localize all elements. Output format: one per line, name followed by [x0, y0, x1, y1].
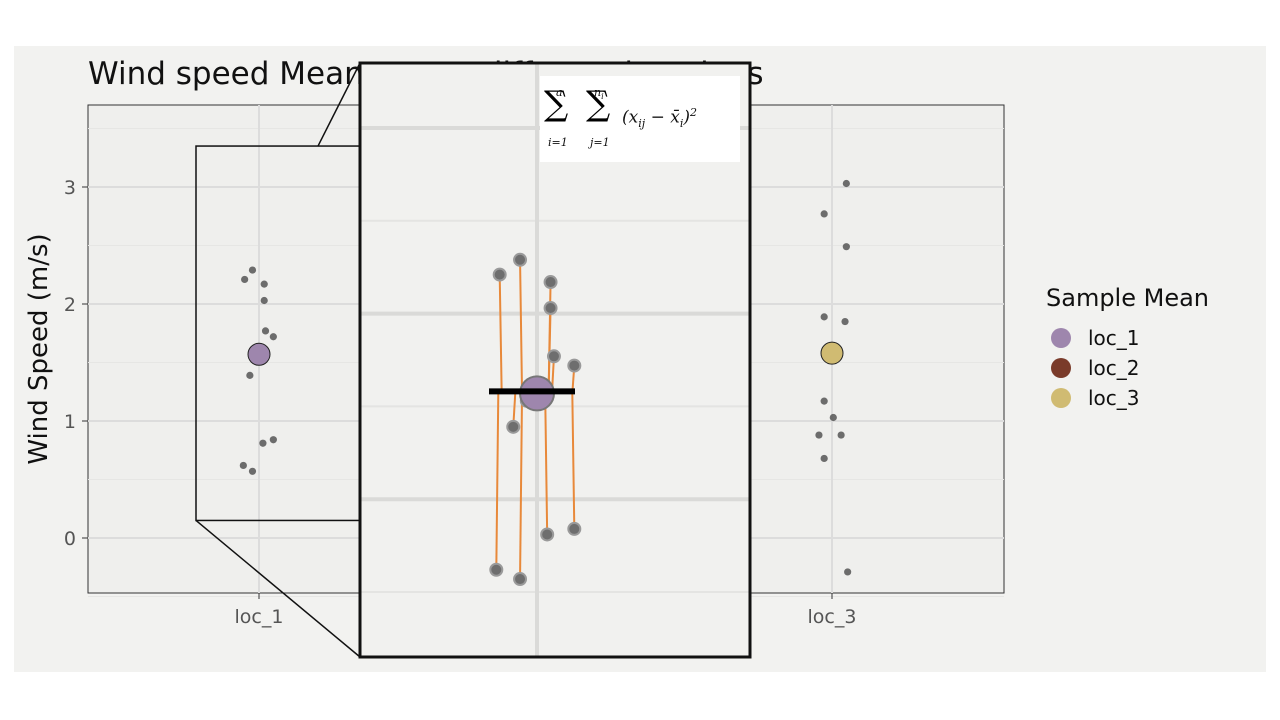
- y-tick-label: 2: [64, 294, 76, 316]
- inset-data-point: [543, 275, 558, 290]
- data-point: [261, 327, 270, 335]
- inset-border: [358, 61, 752, 659]
- data-point: [820, 210, 828, 218]
- deviation-line: [495, 393, 500, 570]
- legend: Sample Mean loc_1 loc_2 loc_3: [1046, 284, 1209, 410]
- legend-title: Sample Mean: [1046, 284, 1209, 312]
- inset-data-point: [506, 419, 521, 434]
- data-point: [260, 280, 268, 288]
- data-point: [246, 371, 254, 379]
- data-point: [239, 461, 247, 470]
- data-point: [248, 266, 257, 274]
- inset-mean: [489, 375, 575, 412]
- mean-point: [247, 342, 271, 366]
- mean-point: [820, 341, 844, 365]
- inset-data-point: [567, 521, 582, 536]
- y-axis-ticks: 0 1 2 3: [64, 177, 88, 550]
- zoom-inset: [358, 61, 752, 659]
- inset-data-point: [567, 358, 582, 373]
- y-tick-label: 1: [64, 411, 76, 433]
- inset-data-point: [513, 252, 528, 267]
- data-point: [269, 436, 277, 444]
- data-point: [269, 333, 277, 341]
- inset-data-point: [492, 267, 507, 282]
- inset-data-point: [540, 527, 555, 542]
- data-point: [844, 568, 852, 576]
- legend-swatch: [1051, 328, 1071, 348]
- deviation-line: [519, 393, 524, 580]
- data-point: [820, 313, 828, 321]
- sum-of-squares-formula: a ∑ i=1 ni ∑ j=1 (xij − x̄i)2: [540, 76, 740, 162]
- inset-data-point: [489, 562, 504, 577]
- data-point: [820, 454, 828, 463]
- deviation-line: [519, 259, 524, 394]
- zoom-connector-line: [195, 519, 361, 658]
- deviation-line: [547, 308, 552, 394]
- legend-label: loc_3: [1088, 386, 1140, 410]
- deviation-line: [544, 393, 549, 535]
- data-point: [241, 275, 249, 284]
- data-point: [259, 439, 267, 447]
- mean-markers: [247, 341, 844, 366]
- data-point: [820, 397, 828, 405]
- data-point: [815, 431, 823, 439]
- data-point: [829, 413, 837, 422]
- data-point: [260, 296, 268, 305]
- legend-label: loc_1: [1088, 326, 1140, 350]
- inset-data-point: [546, 349, 561, 364]
- x-tick-label: loc_1: [235, 606, 284, 628]
- deviation-line: [498, 274, 503, 394]
- data-point: [842, 179, 850, 188]
- y-tick-label: 3: [64, 177, 76, 199]
- inset-points: [489, 252, 582, 587]
- y-tick-label: 0: [64, 528, 76, 550]
- legend-label: loc_2: [1088, 356, 1140, 380]
- data-point: [841, 317, 849, 326]
- legend-swatch: [1051, 388, 1071, 408]
- zoom-connector-line: [317, 62, 361, 147]
- deviation-line: [571, 393, 576, 529]
- inset-data-point: [543, 301, 558, 316]
- x-tick-label: loc_3: [808, 606, 857, 628]
- y-axis-label: Wind Speed (m/s): [24, 233, 54, 464]
- data-point: [248, 467, 257, 475]
- inset-data-point: [513, 572, 528, 587]
- data-point: [842, 243, 850, 251]
- data-point: [837, 431, 845, 439]
- legend-swatch: [1051, 358, 1071, 378]
